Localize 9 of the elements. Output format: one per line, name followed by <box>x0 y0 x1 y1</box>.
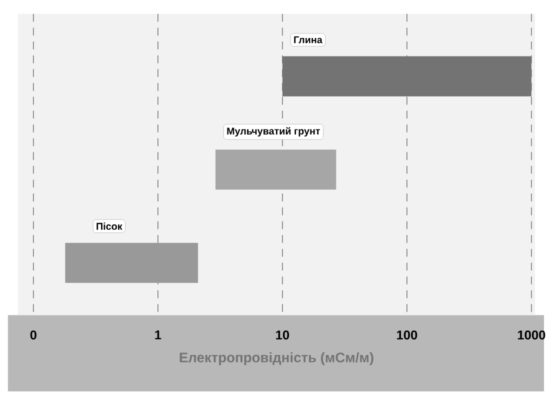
x-tick-label: 0 <box>30 330 36 340</box>
x-tick-label: 10 <box>276 330 290 340</box>
y-tick-label: Пісок <box>96 222 122 230</box>
y-tick-label: Мульчуватий грунт <box>227 126 320 136</box>
x-tick-label: 100 <box>397 330 418 340</box>
x-tick-label: 1 <box>155 330 162 340</box>
y-tick-label: Глина <box>294 36 322 44</box>
x-axis-title: Електропровідність (мСм/м) <box>180 352 374 365</box>
x-tick-label: 1000 <box>518 330 546 340</box>
